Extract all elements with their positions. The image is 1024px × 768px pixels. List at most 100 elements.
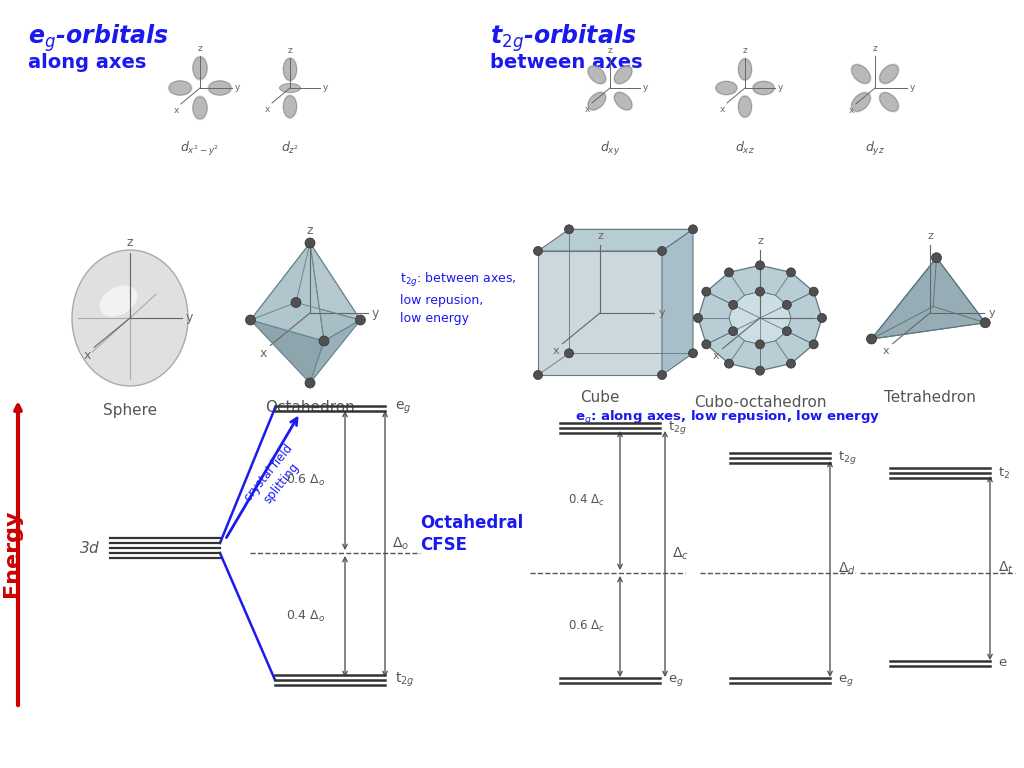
Text: y: y [778, 84, 783, 92]
Circle shape [291, 297, 301, 307]
Text: x: x [713, 351, 719, 361]
Text: Octahedron: Octahedron [265, 400, 355, 415]
Circle shape [809, 340, 818, 349]
Ellipse shape [284, 96, 297, 118]
Text: $d_{z^2}$: $d_{z^2}$ [281, 140, 299, 156]
Ellipse shape [738, 59, 752, 80]
Ellipse shape [715, 81, 738, 95]
Text: 0.6 $\Delta_o$: 0.6 $\Delta_o$ [286, 473, 325, 488]
Circle shape [564, 225, 573, 233]
Polygon shape [871, 258, 985, 339]
Ellipse shape [851, 91, 871, 112]
Ellipse shape [193, 95, 208, 121]
Polygon shape [251, 243, 324, 341]
Text: x: x [883, 346, 889, 356]
Circle shape [693, 313, 702, 323]
Polygon shape [538, 251, 662, 375]
Text: Energy: Energy [2, 509, 22, 597]
Ellipse shape [280, 84, 300, 92]
Text: crystal field
splitting: crystal field splitting [242, 442, 308, 514]
Circle shape [786, 268, 796, 276]
Ellipse shape [284, 58, 297, 80]
Circle shape [725, 268, 733, 276]
Text: x: x [849, 106, 854, 115]
Ellipse shape [880, 93, 898, 111]
Text: e$_g$: e$_g$ [395, 400, 412, 416]
Ellipse shape [207, 80, 232, 96]
Text: t$_{2g}$: between axes,
low repusion,
low energy: t$_{2g}$: between axes, low repusion, lo… [400, 271, 517, 325]
Text: e$_g$-orbitals: e$_g$-orbitals [28, 22, 169, 54]
Ellipse shape [193, 57, 207, 79]
Circle shape [319, 336, 329, 346]
Ellipse shape [193, 97, 207, 119]
Circle shape [932, 253, 941, 263]
Ellipse shape [613, 65, 633, 84]
Circle shape [657, 247, 667, 256]
Circle shape [756, 340, 765, 349]
Text: 0.4 $\Delta_o$: 0.4 $\Delta_o$ [286, 609, 325, 624]
Polygon shape [729, 292, 791, 344]
Circle shape [355, 315, 366, 325]
Text: y: y [372, 306, 379, 319]
Circle shape [688, 225, 697, 233]
Text: z: z [607, 46, 612, 55]
Text: z: z [307, 224, 313, 237]
Text: x: x [259, 347, 267, 360]
Circle shape [809, 287, 818, 296]
Text: y: y [323, 84, 329, 92]
Text: 0.6 $\Delta_c$: 0.6 $\Delta_c$ [568, 619, 605, 634]
Text: t$_{2g}$-orbitals: t$_{2g}$-orbitals [490, 22, 637, 54]
Text: x: x [720, 105, 725, 114]
Text: $\Delta_o$: $\Delta_o$ [392, 536, 410, 552]
Text: 0.4 $\Delta_c$: 0.4 $\Delta_c$ [568, 493, 605, 508]
Ellipse shape [851, 64, 871, 84]
Text: e: e [998, 657, 1007, 670]
Ellipse shape [613, 91, 633, 111]
Ellipse shape [283, 94, 298, 119]
Circle shape [246, 315, 256, 325]
Text: x: x [585, 105, 591, 114]
Text: t$_{2g}$: t$_{2g}$ [668, 419, 687, 436]
Circle shape [701, 287, 711, 296]
Text: z: z [872, 44, 878, 53]
Polygon shape [933, 258, 985, 323]
Polygon shape [251, 243, 310, 320]
Circle shape [756, 261, 765, 270]
Text: z: z [288, 46, 293, 55]
Text: z: z [742, 46, 748, 55]
Text: y: y [234, 84, 241, 92]
Ellipse shape [72, 250, 188, 386]
Ellipse shape [283, 57, 298, 81]
Text: y: y [818, 313, 825, 323]
Text: $\Delta_d$: $\Delta_d$ [838, 561, 856, 578]
Ellipse shape [880, 65, 898, 83]
Text: along axes: along axes [28, 52, 146, 71]
Text: x: x [174, 106, 179, 115]
Text: $\Delta_c$: $\Delta_c$ [672, 546, 689, 562]
Text: Octahedral
CFSE: Octahedral CFSE [420, 514, 523, 554]
Ellipse shape [852, 65, 870, 83]
Text: $\Delta_t$: $\Delta_t$ [998, 560, 1014, 576]
Circle shape [817, 313, 826, 323]
Ellipse shape [614, 92, 632, 110]
Text: t$_{2g}$: t$_{2g}$ [838, 449, 857, 466]
Ellipse shape [588, 66, 605, 84]
Text: y: y [988, 308, 995, 318]
Circle shape [688, 349, 697, 358]
Text: between axes: between axes [490, 52, 643, 71]
Ellipse shape [738, 96, 752, 117]
Circle shape [866, 334, 877, 344]
Text: Cubo-octahedron: Cubo-octahedron [693, 395, 826, 410]
Text: e$_g$: along axes, low repusion, low energy: e$_g$: along axes, low repusion, low ene… [575, 409, 881, 427]
Text: x: x [553, 346, 559, 356]
Text: t$_2$: t$_2$ [998, 465, 1011, 481]
Ellipse shape [737, 95, 753, 118]
Ellipse shape [879, 91, 899, 112]
Polygon shape [662, 230, 693, 375]
Circle shape [782, 300, 792, 310]
Text: Tetrahedron: Tetrahedron [884, 390, 976, 405]
Circle shape [782, 326, 792, 336]
Text: x: x [84, 349, 91, 362]
Text: x: x [265, 105, 270, 114]
Ellipse shape [587, 91, 606, 111]
